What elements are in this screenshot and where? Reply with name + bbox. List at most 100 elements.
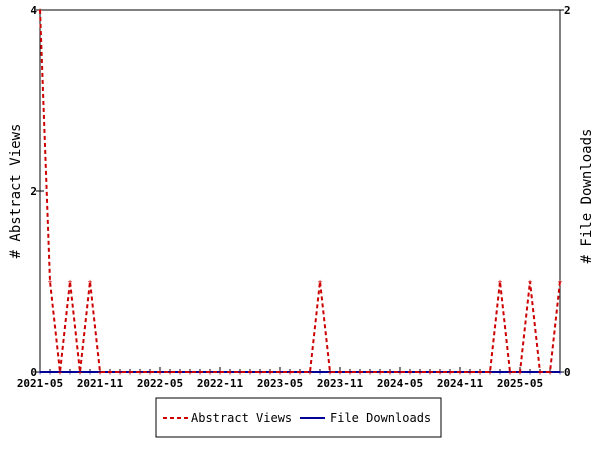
data-point-file-downloads: + (308, 368, 313, 377)
data-point-abstract-views: + (178, 368, 183, 377)
data-point-file-downloads: + (38, 368, 43, 377)
series-line-abstract-views (39, 9, 561, 373)
data-point-file-downloads: + (118, 368, 123, 377)
data-point-file-downloads: + (278, 368, 283, 377)
data-point-file-downloads: + (468, 368, 473, 377)
data-point-abstract-views: + (78, 368, 83, 377)
data-point-file-downloads: + (88, 368, 93, 377)
data-point-abstract-views: + (158, 368, 163, 377)
x-tick-label: 2024-11 (437, 377, 484, 390)
data-point-abstract-views: + (398, 368, 403, 377)
data-point-abstract-views: + (348, 368, 353, 377)
data-point-abstract-views: + (418, 368, 423, 377)
data-point-file-downloads: + (548, 368, 553, 377)
data-point-abstract-views: + (248, 368, 253, 377)
data-point-abstract-views: + (498, 278, 503, 287)
data-point-abstract-views: + (438, 368, 443, 377)
data-point-file-downloads: + (488, 368, 493, 377)
data-point-abstract-views: + (108, 368, 113, 377)
data-point-file-downloads: + (398, 368, 403, 377)
data-point-abstract-views: + (98, 368, 103, 377)
data-point-abstract-views: + (128, 368, 133, 377)
data-point-file-downloads: + (238, 368, 243, 377)
data-point-abstract-views: + (118, 368, 123, 377)
x-tick-label: 2024-05 (377, 377, 423, 390)
data-point-file-downloads: + (48, 368, 53, 377)
data-point-file-downloads: + (208, 368, 213, 377)
x-axis: 2021-05 2021-11 2022-05 2022-11 2023-05 2023-… (17, 367, 561, 390)
data-point-abstract-views: + (368, 368, 373, 377)
data-point-abstract-views: + (38, 6, 43, 15)
x-tick-label: 2021-05 (17, 377, 63, 390)
data-point-abstract-views: + (168, 368, 173, 377)
data-point-abstract-views: + (218, 368, 223, 377)
data-point-abstract-views: + (508, 368, 513, 377)
y-axis-left-title: # Abstract Views (8, 124, 24, 259)
data-point-abstract-views: + (548, 368, 553, 377)
data-point-file-downloads: + (438, 368, 443, 377)
x-tick-label: 2022-11 (197, 377, 244, 390)
data-point-abstract-views: + (458, 368, 463, 377)
x-tick-label: 2023-05 (257, 377, 303, 390)
y-left-tick-label: 4 (30, 4, 37, 17)
y-right-tick-label: 2 (564, 4, 571, 17)
data-point-file-downloads: + (328, 368, 333, 377)
data-point-abstract-views: + (188, 368, 193, 377)
data-point-abstract-views: + (488, 368, 493, 377)
y-left-tick-label: 0 (30, 366, 37, 379)
data-point-abstract-views: + (338, 368, 343, 377)
data-point-abstract-views: + (468, 368, 473, 377)
data-point-file-downloads: + (188, 368, 193, 377)
data-point-file-downloads: + (258, 368, 263, 377)
data-point-abstract-views: + (88, 278, 93, 287)
data-point-abstract-views: + (448, 368, 453, 377)
data-point-file-downloads: + (558, 368, 563, 377)
data-point-abstract-views: + (228, 368, 233, 377)
plot-area (39, 9, 561, 373)
data-point-abstract-views: + (518, 368, 523, 377)
data-point-abstract-views: + (238, 368, 243, 377)
data-point-abstract-views: + (388, 368, 393, 377)
y-axis-right-title: # File Downloads (579, 129, 595, 264)
legend-label-file-downloads: File Downloads (330, 411, 431, 425)
data-point-abstract-views: + (278, 368, 283, 377)
data-point-file-downloads: + (498, 368, 503, 377)
x-tick-label: 2021-11 (77, 377, 124, 390)
x-tick-label: 2022-05 (137, 377, 183, 390)
data-point-file-downloads: + (68, 368, 73, 377)
data-point-abstract-views: + (138, 368, 143, 377)
data-point-file-downloads: + (78, 368, 83, 377)
data-point-abstract-views: + (48, 278, 53, 287)
data-point-file-downloads: + (138, 368, 143, 377)
data-point-abstract-views: + (328, 368, 333, 377)
data-point-file-downloads: + (168, 368, 173, 377)
y-right-tick-label: 0 (564, 366, 571, 379)
data-point-abstract-views: + (558, 278, 563, 287)
data-point-abstract-views: + (408, 368, 413, 377)
data-point-abstract-views: + (148, 368, 153, 377)
data-point-abstract-views: + (208, 368, 213, 377)
data-point-abstract-views: + (258, 368, 263, 377)
data-point-abstract-views: + (58, 368, 63, 377)
data-point-file-downloads: + (508, 368, 513, 377)
legend-label-abstract-views: Abstract Views (191, 411, 292, 425)
data-point-file-downloads: + (418, 368, 423, 377)
data-point-abstract-views: + (198, 368, 203, 377)
data-point-abstract-views: + (268, 368, 273, 377)
data-point-file-downloads: + (348, 368, 353, 377)
data-point-abstract-views: + (298, 368, 303, 377)
data-point-abstract-views: + (378, 368, 383, 377)
y-left-tick-label: 2 (30, 185, 37, 198)
x-tick-label: 2023-11 (317, 377, 364, 390)
data-point-abstract-views: + (428, 368, 433, 377)
data-point-abstract-views: + (308, 368, 313, 377)
legend: Abstract Views File Downloads (155, 397, 442, 438)
data-point-abstract-views: + (538, 368, 543, 377)
data-point-abstract-views: + (68, 278, 73, 287)
data-point-file-downloads: + (368, 368, 373, 377)
data-point-abstract-views: + (288, 368, 293, 377)
series-layer: + + + + + + + + + + + + + + + + + + + + + + + + + + + + + + + + + + + + + + + +… (38, 6, 563, 377)
x-tick-label: 2025-05 (497, 377, 543, 390)
data-point-file-downloads: + (58, 368, 63, 377)
